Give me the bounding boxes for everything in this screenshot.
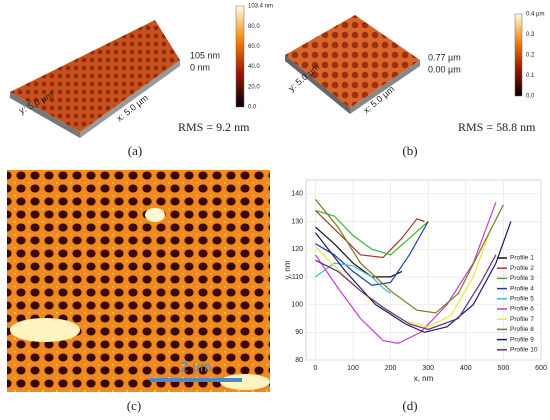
legend-label: Profile 7 xyxy=(510,316,534,323)
legend-label: Profile 10 xyxy=(510,347,538,354)
legend-label: Profile 3 xyxy=(510,275,534,282)
y-tick-label: 100 xyxy=(291,301,303,308)
y-tick-label: 130 xyxy=(291,218,303,225)
z-min: 0.00 µm xyxy=(428,64,461,74)
line xyxy=(314,210,425,259)
x-tick-label: 200 xyxy=(385,365,397,372)
x-tick-label: 300 xyxy=(422,365,434,372)
y-axis-title: y, nm xyxy=(283,260,292,279)
colorbar-label: 0.0 xyxy=(248,105,257,111)
surface-side xyxy=(285,55,350,114)
bright-spot xyxy=(145,208,165,222)
colorbar-label: 103.4 nm xyxy=(248,4,273,10)
x-tick-label: 0 xyxy=(313,365,317,372)
panel-label: (c) xyxy=(127,398,141,413)
bright-spot xyxy=(10,318,80,342)
line xyxy=(315,226,403,278)
surface-side xyxy=(350,60,420,114)
panel-label: (a) xyxy=(128,143,142,158)
surface-side xyxy=(80,60,180,138)
afm-surface xyxy=(10,20,180,132)
line xyxy=(315,209,429,256)
colorbar-label: 20.0 xyxy=(248,84,260,90)
z-max: 0.77 µm xyxy=(428,52,461,62)
colorbar-label: 60.0 xyxy=(248,44,260,50)
x-tick-label: 400 xyxy=(460,365,472,372)
z-min: 0 nm xyxy=(190,62,210,72)
rms: RMS = 58.8 nm xyxy=(458,120,536,134)
colorbar-label: 0.3 xyxy=(526,32,535,38)
y-tick-label: 140 xyxy=(291,191,303,198)
colorbar-label: 80.0 xyxy=(248,24,260,30)
line xyxy=(314,199,504,314)
colorbar-label: 40.0 xyxy=(248,64,260,70)
legend-label: Profile 4 xyxy=(510,285,534,292)
x-axis-title: x, nm xyxy=(414,374,434,383)
x-tick-label: 600 xyxy=(535,365,547,372)
line xyxy=(314,221,512,333)
legend-label: Profile 8 xyxy=(510,326,534,333)
colorbar xyxy=(235,5,245,108)
afm-surface xyxy=(285,15,420,108)
rms: RMS = 9.2 nm xyxy=(178,120,250,134)
legend-label: Profile 5 xyxy=(510,296,534,303)
colorbar xyxy=(514,13,523,97)
line xyxy=(315,254,497,331)
legend-label: Profile 2 xyxy=(510,265,534,272)
line xyxy=(315,221,429,286)
panel-label: (b) xyxy=(402,143,417,158)
afm-image xyxy=(7,170,270,392)
colorbar-label: 0.4 µm xyxy=(526,12,544,18)
scale-bar-label: 2 µm xyxy=(180,359,211,375)
y-tick-label: 90 xyxy=(295,329,303,336)
y-tick-label: 80 xyxy=(295,357,303,364)
colorbar-label: 0.2 xyxy=(526,53,535,59)
colorbar-label: 0.0 xyxy=(526,94,535,100)
x-tick-label: 500 xyxy=(498,365,510,372)
legend-label: Profile 1 xyxy=(510,255,534,262)
line xyxy=(315,262,391,294)
y-tick-label: 120 xyxy=(291,246,303,253)
plot-frame xyxy=(305,179,542,361)
x-tick-label: 100 xyxy=(347,365,359,372)
y-tick-label: 110 xyxy=(292,274,303,281)
z-max: 105 nm xyxy=(190,50,220,60)
legend-label: Profile 6 xyxy=(510,306,534,313)
legend-label: Profile 9 xyxy=(510,336,534,343)
surface-side xyxy=(10,92,80,138)
line xyxy=(314,201,497,345)
panel-label: (d) xyxy=(402,398,417,413)
colorbar-label: 0.1 xyxy=(526,73,535,79)
